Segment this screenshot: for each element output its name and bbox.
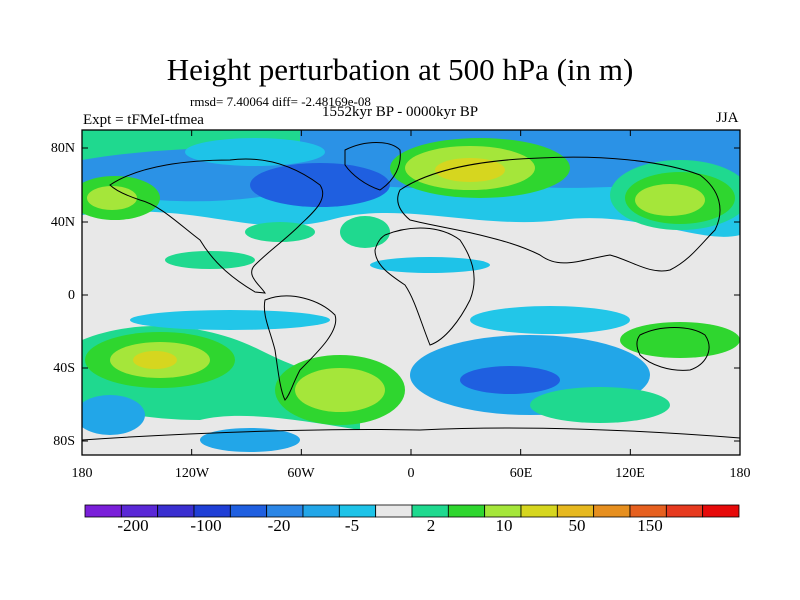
colorbar <box>84 504 740 518</box>
lon-tick-180e: 180 <box>729 466 751 481</box>
lat-tick-80n: 80N <box>50 141 75 156</box>
colorbar-label-neg5: -5 <box>344 516 360 535</box>
coast-eurasia <box>397 156 721 272</box>
height-field <box>82 130 740 455</box>
lon-tick-60e: 60E <box>509 466 533 481</box>
lon-tick-120w: 120W <box>174 466 210 481</box>
coast-africa <box>374 227 475 346</box>
season-label: JJA <box>716 110 739 126</box>
lat-tick-80s: 80S <box>53 434 75 449</box>
colorbar-box <box>702 504 740 518</box>
colorbar-label-50: 50 <box>568 516 586 535</box>
colorbar-label-neg20: -20 <box>267 516 291 535</box>
coast-greenland <box>344 142 401 191</box>
lon-tick-0: 0 <box>407 466 415 481</box>
coast-australia <box>636 327 710 371</box>
colorbar-label-150: 150 <box>637 516 663 535</box>
lon-tick-120e: 120E <box>615 466 645 481</box>
lat-tick-40s: 40S <box>53 361 75 376</box>
coastlines <box>81 142 741 441</box>
lon-tick-60w: 60W <box>287 466 315 481</box>
colorbar-label-2: 2 <box>426 516 436 535</box>
lat-tick-40n: 40N <box>50 215 75 230</box>
colorbar-label-neg200: -200 <box>117 516 149 535</box>
colorbar-label-10: 10 <box>495 516 513 535</box>
coast-north-america <box>109 158 323 294</box>
coast-antarctica <box>81 427 741 441</box>
coast-south-america <box>263 295 337 401</box>
lon-tick-180w: 180 <box>71 466 93 481</box>
period-label: 1552kyr BP - 0000kyr BP <box>322 104 479 120</box>
stats-text: rmsd= 7.40064 diff= -2.48169e-08 <box>190 94 371 109</box>
lat-tick-0: 0 <box>68 288 75 303</box>
map-title: Height perturbation at 500 hPa (in m) <box>166 52 634 87</box>
experiment-label: Expt = tFMeI-tfmea <box>83 112 204 128</box>
colorbar-label-neg100: -100 <box>190 516 222 535</box>
anomaly-green-north <box>82 130 300 160</box>
